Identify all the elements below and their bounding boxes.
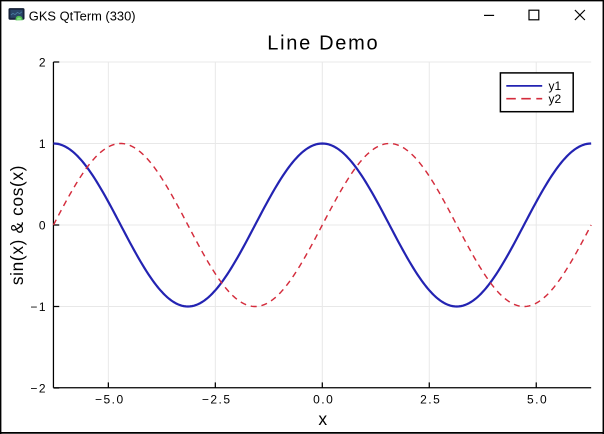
svg-text:0.0: 0.0 <box>313 393 334 407</box>
svg-text:−2.5: −2.5 <box>202 393 232 407</box>
svg-text:5.0: 5.0 <box>527 393 548 407</box>
svg-text:GKS QtTerm (330): GKS QtTerm (330) <box>29 8 136 23</box>
svg-text:−5.0: −5.0 <box>95 393 125 407</box>
svg-text:sin(x) & cos(x): sin(x) & cos(x) <box>7 165 27 285</box>
svg-text:2: 2 <box>39 56 47 70</box>
svg-text:1: 1 <box>39 137 47 151</box>
svg-text:−1: −1 <box>30 300 47 314</box>
svg-text:y2: y2 <box>549 92 562 106</box>
svg-text:0: 0 <box>39 219 47 233</box>
svg-text:x: x <box>318 409 327 429</box>
svg-text:−2: −2 <box>30 382 47 396</box>
svg-text:2.5: 2.5 <box>420 393 441 407</box>
svg-text:Line Demo: Line Demo <box>267 32 379 54</box>
svg-text:y1: y1 <box>549 79 562 93</box>
